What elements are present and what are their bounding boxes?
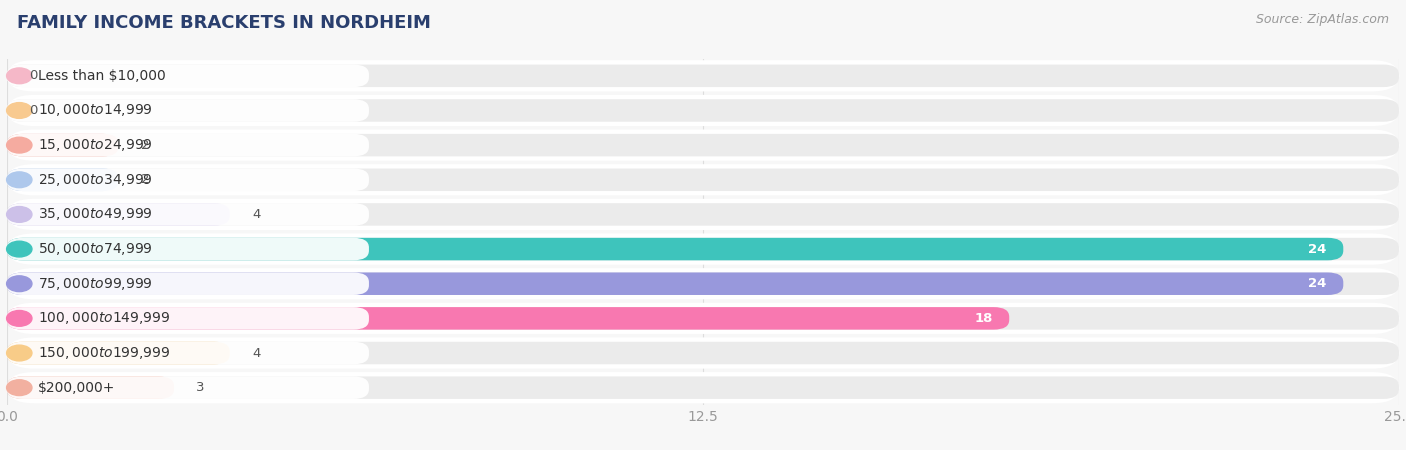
Text: 3: 3	[197, 381, 205, 394]
FancyBboxPatch shape	[7, 307, 368, 330]
Text: FAMILY INCOME BRACKETS IN NORDHEIM: FAMILY INCOME BRACKETS IN NORDHEIM	[17, 14, 430, 32]
Text: $50,000 to $74,999: $50,000 to $74,999	[38, 241, 152, 257]
Text: 24: 24	[1308, 243, 1327, 256]
FancyBboxPatch shape	[7, 203, 368, 226]
FancyBboxPatch shape	[7, 168, 1399, 191]
Circle shape	[7, 103, 32, 118]
Text: $25,000 to $34,999: $25,000 to $34,999	[38, 172, 152, 188]
Circle shape	[7, 137, 32, 153]
FancyBboxPatch shape	[7, 307, 1010, 330]
Text: $200,000+: $200,000+	[38, 381, 115, 395]
FancyBboxPatch shape	[7, 376, 174, 399]
FancyBboxPatch shape	[7, 307, 1399, 330]
Text: 18: 18	[974, 312, 993, 325]
FancyBboxPatch shape	[7, 342, 229, 365]
FancyBboxPatch shape	[7, 303, 1399, 334]
Circle shape	[7, 380, 32, 396]
FancyBboxPatch shape	[7, 272, 1343, 295]
FancyBboxPatch shape	[7, 199, 1399, 230]
FancyBboxPatch shape	[7, 99, 368, 122]
Text: 0: 0	[30, 69, 38, 82]
Circle shape	[7, 345, 32, 361]
Circle shape	[7, 207, 32, 222]
FancyBboxPatch shape	[7, 99, 1399, 122]
FancyBboxPatch shape	[7, 168, 368, 191]
FancyBboxPatch shape	[7, 272, 368, 295]
FancyBboxPatch shape	[7, 272, 1399, 295]
FancyBboxPatch shape	[7, 342, 1399, 365]
FancyBboxPatch shape	[7, 203, 229, 226]
FancyBboxPatch shape	[7, 95, 1399, 126]
Text: $10,000 to $14,999: $10,000 to $14,999	[38, 103, 152, 118]
FancyBboxPatch shape	[7, 376, 368, 399]
Text: $15,000 to $24,999: $15,000 to $24,999	[38, 137, 152, 153]
Text: 4: 4	[252, 346, 260, 360]
Text: $150,000 to $199,999: $150,000 to $199,999	[38, 345, 170, 361]
FancyBboxPatch shape	[7, 238, 1343, 261]
FancyBboxPatch shape	[7, 134, 368, 157]
Text: Less than $10,000: Less than $10,000	[38, 69, 166, 83]
Text: Source: ZipAtlas.com: Source: ZipAtlas.com	[1256, 14, 1389, 27]
Circle shape	[7, 276, 32, 292]
FancyBboxPatch shape	[7, 234, 1399, 265]
FancyBboxPatch shape	[7, 64, 368, 87]
Text: 4: 4	[252, 208, 260, 221]
Text: 24: 24	[1308, 277, 1327, 290]
Text: $75,000 to $99,999: $75,000 to $99,999	[38, 276, 152, 292]
FancyBboxPatch shape	[7, 338, 1399, 369]
Text: $100,000 to $149,999: $100,000 to $149,999	[38, 310, 170, 326]
FancyBboxPatch shape	[7, 372, 1399, 403]
FancyBboxPatch shape	[7, 168, 118, 191]
FancyBboxPatch shape	[7, 130, 1399, 161]
Text: $35,000 to $49,999: $35,000 to $49,999	[38, 207, 152, 222]
FancyBboxPatch shape	[7, 376, 1399, 399]
Text: 0: 0	[30, 104, 38, 117]
Text: 2: 2	[141, 139, 149, 152]
Circle shape	[7, 68, 32, 84]
FancyBboxPatch shape	[7, 238, 1399, 261]
FancyBboxPatch shape	[7, 64, 1399, 87]
FancyBboxPatch shape	[7, 342, 368, 365]
FancyBboxPatch shape	[7, 60, 1399, 91]
FancyBboxPatch shape	[7, 268, 1399, 299]
Text: 2: 2	[141, 173, 149, 186]
FancyBboxPatch shape	[7, 134, 1399, 157]
Circle shape	[7, 310, 32, 326]
FancyBboxPatch shape	[7, 238, 368, 261]
Circle shape	[7, 172, 32, 188]
Circle shape	[7, 241, 32, 257]
FancyBboxPatch shape	[7, 134, 118, 157]
FancyBboxPatch shape	[7, 164, 1399, 195]
FancyBboxPatch shape	[7, 203, 1399, 226]
